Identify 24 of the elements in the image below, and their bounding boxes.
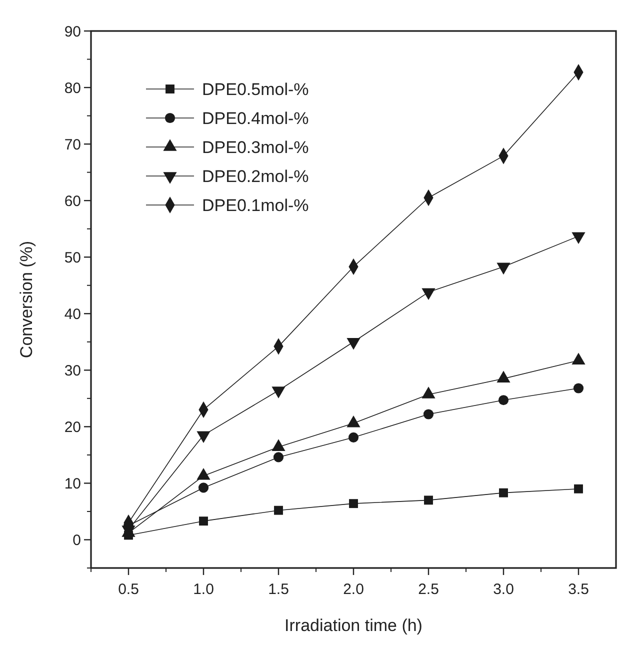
y-tick-label: 30 bbox=[64, 362, 81, 380]
y-tick-label: 70 bbox=[64, 136, 81, 154]
y-tick-label: 40 bbox=[64, 306, 81, 323]
x-tick-label: 3.0 bbox=[493, 581, 514, 598]
legend-label: DPE0.1mol-% bbox=[202, 196, 309, 215]
x-axis-title: Irradiation time (h) bbox=[284, 616, 422, 635]
y-axis-title: Conversion (%) bbox=[17, 240, 36, 358]
y-tick-label: 0 bbox=[72, 532, 81, 549]
legend-label: DPE0.2mol-% bbox=[202, 166, 309, 186]
x-tick-label: 1.0 bbox=[193, 581, 214, 598]
y-tick-label: 80 bbox=[64, 80, 81, 97]
x-tick-label: 2.5 bbox=[418, 581, 439, 598]
y-tick-label: 60 bbox=[64, 192, 81, 210]
x-tick-label: 2.0 bbox=[343, 581, 364, 598]
x-tick-label: 0.5 bbox=[118, 581, 139, 598]
x-tick-label: 1.5 bbox=[268, 581, 289, 598]
legend-label: DPE0.5mol-% bbox=[202, 80, 309, 99]
y-tick-label: 50 bbox=[64, 249, 81, 266]
legend-label: DPE0.3mol-% bbox=[202, 138, 309, 157]
x-tick-label: 3.5 bbox=[568, 581, 589, 598]
legend-label: DPE0.4mol-% bbox=[202, 108, 309, 128]
y-tick-label: 90 bbox=[64, 23, 81, 40]
y-tick-label: 10 bbox=[64, 475, 81, 492]
y-tick-label: 20 bbox=[64, 418, 81, 436]
